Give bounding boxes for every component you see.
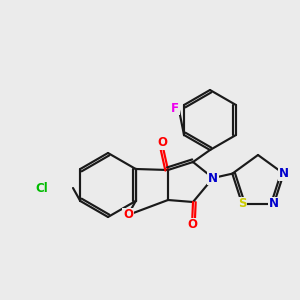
Text: N: N xyxy=(279,167,289,180)
Text: F: F xyxy=(171,101,179,115)
Text: N: N xyxy=(208,172,218,184)
Text: O: O xyxy=(123,208,133,221)
Text: O: O xyxy=(187,218,197,232)
Text: Cl: Cl xyxy=(36,182,48,194)
Text: N: N xyxy=(269,197,279,210)
Text: S: S xyxy=(238,197,246,210)
Text: O: O xyxy=(157,136,167,149)
